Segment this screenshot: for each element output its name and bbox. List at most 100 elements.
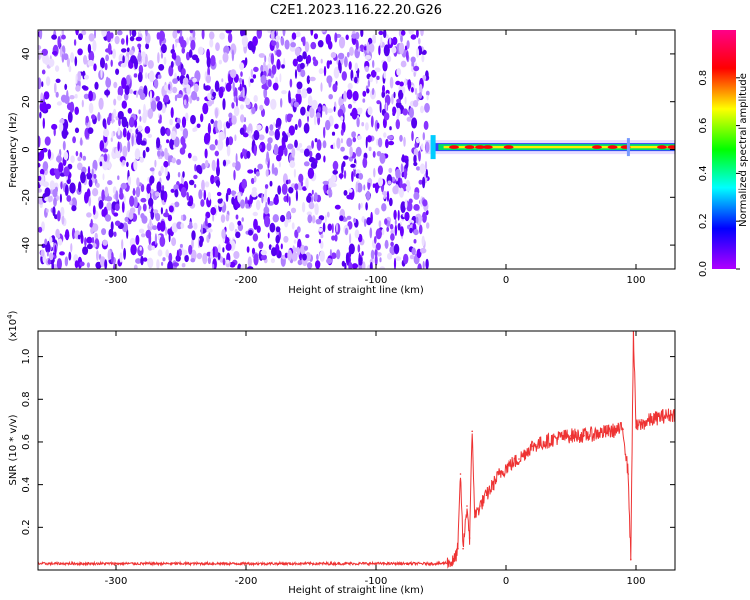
- spectrogram-noise-cell: [415, 166, 421, 171]
- spectrogram-noise-cell: [411, 117, 418, 129]
- spectrogram-noise-cell: [217, 139, 224, 151]
- spectrogram-noise-cell: [382, 84, 385, 94]
- spectrogram-xtick-label: 100: [626, 275, 645, 286]
- spectrogram-noise-cell: [253, 175, 257, 183]
- spectrogram-noise-cell: [252, 36, 258, 47]
- spectrogram-noise-cell: [240, 263, 247, 269]
- snr-plot-area: [38, 331, 675, 569]
- spectrogram-noise-cell: [149, 167, 155, 172]
- spectrogram-noise-cell: [419, 163, 426, 174]
- spectrogram-noise-cell: [317, 40, 324, 48]
- spectrogram-noise-cell: [62, 140, 66, 151]
- spectrogram-noise-cell: [358, 173, 364, 180]
- spectrogram-noise-cell: [237, 192, 242, 203]
- spectrogram-noise-cell: [379, 101, 382, 114]
- spectrogram-noise-cell: [104, 214, 112, 222]
- spectrogram-noise-cell: [39, 30, 43, 40]
- spectrogram-noise-cell: [315, 152, 322, 161]
- spectrogram-noise-cell: [413, 191, 420, 200]
- spectrogram-noise-cell: [259, 104, 264, 111]
- spectrogram-noise-cell: [96, 250, 99, 261]
- spectrogram-noise-cell: [381, 203, 387, 212]
- spectrogram-noise-cell: [207, 92, 212, 101]
- spectrogram-noise-cell: [253, 218, 258, 230]
- spectrogram-noise-cell: [129, 36, 135, 42]
- spectrogram-noise-cell: [389, 37, 392, 45]
- colorbar-tick-label: 0.8: [698, 70, 709, 86]
- spectrogram-noise-cell: [252, 211, 258, 217]
- spectrogram-noise-cell: [192, 30, 196, 38]
- spectrogram-noise-cell: [71, 205, 77, 212]
- spectrogram-noise-cell: [246, 246, 250, 253]
- spectrogram-noise-cell: [171, 52, 177, 60]
- snr-data-point: [468, 537, 471, 539]
- spectrogram-noise-cell: [54, 168, 57, 174]
- spectrogram-noise-cell: [157, 74, 162, 79]
- spectrogram-noise-cell: [376, 75, 380, 80]
- spectrogram-noise-cell: [294, 183, 299, 191]
- spectrogram-noise-cell: [247, 256, 252, 268]
- spectrogram-noise-cell: [390, 233, 395, 241]
- spectrogram-noise-cell: [156, 137, 161, 149]
- spectrogram-noise-cell: [75, 85, 81, 92]
- spectrogram-noise-cell: [345, 34, 349, 41]
- spectrogram-noise-cell: [38, 162, 41, 168]
- spectrogram-noise-cell: [226, 144, 231, 157]
- spectrogram-noise-cell: [54, 82, 57, 94]
- snr-xtick-label: -200: [235, 576, 258, 587]
- spectrogram-noise-cell: [354, 62, 358, 72]
- spectrogram-noise-cell: [283, 235, 289, 243]
- spectrogram-noise-cell: [261, 254, 267, 261]
- spectrogram-noise-cell: [363, 46, 368, 51]
- spectrogram-noise-cell: [92, 205, 96, 216]
- spectrogram-noise-cell: [42, 181, 49, 188]
- spectrogram-noise-cell: [206, 99, 213, 107]
- spectrogram-noise-cell: [159, 220, 166, 232]
- spectrogram-noise-cell: [61, 30, 65, 36]
- spectrogram-noise-cell: [408, 219, 415, 224]
- spectrogram-noise-cell: [298, 118, 302, 128]
- spectrogram-noise-cell: [117, 94, 122, 101]
- spectrogram-xlabel: Height of straight line (km): [288, 285, 424, 296]
- spectrogram-noise-cell: [409, 107, 414, 119]
- spectrogram-noise-cell: [231, 102, 235, 109]
- spectrogram-noise-cell: [237, 220, 242, 226]
- spectrogram-noise-cell: [81, 30, 87, 36]
- spectrogram-noise-cell: [383, 132, 387, 138]
- spectrogram-noise-cell: [265, 125, 269, 134]
- spectrogram-noise-cell: [154, 159, 157, 168]
- spectrogram-noise-cell: [244, 97, 251, 106]
- spectrogram-noise-cell: [232, 162, 236, 168]
- spectrogram-noise-cell: [247, 169, 254, 174]
- spectrogram-noise-cell: [261, 84, 266, 90]
- spectrogram-noise-cell: [217, 119, 223, 131]
- spectrogram-noise-cell: [181, 116, 187, 128]
- spectrogram-noise-cell: [167, 260, 173, 269]
- spectrogram-noise-cell: [136, 90, 138, 98]
- spectrogram-noise-cell: [341, 260, 346, 267]
- spectrogram-noise-cell: [125, 74, 131, 86]
- spectrogram-noise-cell: [75, 73, 78, 84]
- snr-data-point: [459, 473, 462, 475]
- spectrogram-noise-cell: [135, 234, 140, 246]
- spectrogram-noise-cell: [192, 155, 198, 161]
- spectrogram-noise-cell: [298, 55, 302, 61]
- spectrogram-noise-cell: [219, 32, 226, 40]
- spectrogram-noise-cell: [212, 263, 215, 269]
- spectrogram-noise-cell: [320, 58, 323, 64]
- spectrogram-noise-cell: [364, 65, 369, 73]
- spectrogram-noise-cell: [357, 244, 361, 253]
- spectrogram-noise-cell: [59, 251, 65, 256]
- snr-data-point: [115, 562, 117, 565]
- spectrogram-noise-cell: [273, 196, 279, 205]
- spectrogram-noise-cell: [410, 87, 414, 93]
- spectrogram-noise-cell: [375, 242, 381, 251]
- spectrogram-noise-cell: [274, 128, 280, 141]
- spectrogram-noise-cell: [144, 72, 148, 79]
- spectrogram-noise-cell: [216, 165, 220, 177]
- spectrogram-noise-cell: [214, 139, 218, 146]
- spectrogram-noise-cell: [340, 146, 345, 152]
- spectrogram-noise-cell: [253, 167, 257, 175]
- spectrogram-noise-cell: [44, 53, 49, 66]
- spectrogram-noise-cell: [424, 102, 430, 113]
